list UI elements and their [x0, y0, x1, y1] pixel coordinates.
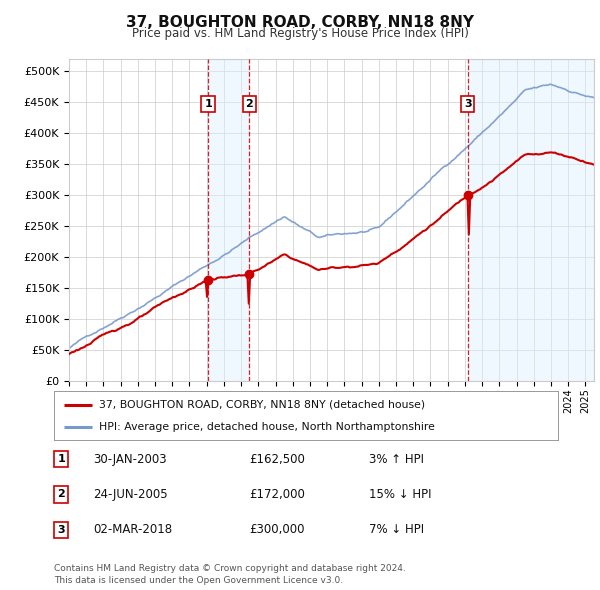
Text: 2: 2 [58, 490, 65, 499]
Text: £300,000: £300,000 [249, 523, 305, 536]
Text: £172,000: £172,000 [249, 488, 305, 501]
Text: 1: 1 [204, 99, 212, 109]
Text: 30-JAN-2003: 30-JAN-2003 [93, 453, 167, 466]
Text: 3% ↑ HPI: 3% ↑ HPI [369, 453, 424, 466]
Text: 37, BOUGHTON ROAD, CORBY, NN18 8NY: 37, BOUGHTON ROAD, CORBY, NN18 8NY [126, 15, 474, 30]
Text: Contains HM Land Registry data © Crown copyright and database right 2024.
This d: Contains HM Land Registry data © Crown c… [54, 565, 406, 585]
Text: 3: 3 [464, 99, 472, 109]
Text: 1: 1 [58, 454, 65, 464]
Text: 3: 3 [58, 525, 65, 535]
Text: 15% ↓ HPI: 15% ↓ HPI [369, 488, 431, 501]
Bar [208, 59, 250, 381]
Text: £162,500: £162,500 [249, 453, 305, 466]
Text: 24-JUN-2005: 24-JUN-2005 [93, 488, 167, 501]
Text: 37, BOUGHTON ROAD, CORBY, NN18 8NY (detached house): 37, BOUGHTON ROAD, CORBY, NN18 8NY (deta… [100, 399, 425, 409]
Text: 7% ↓ HPI: 7% ↓ HPI [369, 523, 424, 536]
Text: 2: 2 [245, 99, 253, 109]
Text: 02-MAR-2018: 02-MAR-2018 [93, 523, 172, 536]
Text: Price paid vs. HM Land Registry's House Price Index (HPI): Price paid vs. HM Land Registry's House … [131, 27, 469, 40]
Text: HPI: Average price, detached house, North Northamptonshire: HPI: Average price, detached house, Nort… [100, 422, 435, 432]
Bar [468, 59, 594, 381]
